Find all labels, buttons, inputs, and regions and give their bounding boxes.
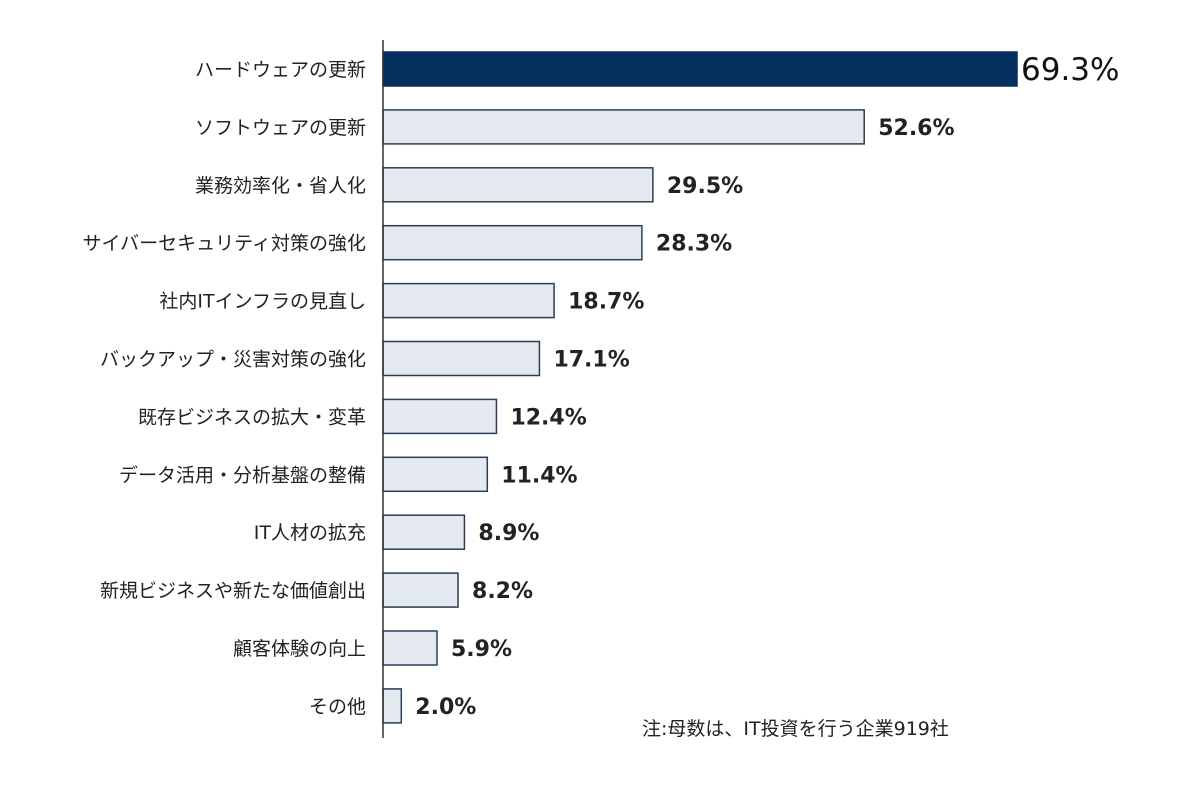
category-label: ハードウェアの更新 xyxy=(195,59,366,81)
value-label: 8.9% xyxy=(478,521,539,546)
bar xyxy=(382,630,438,666)
value-label: 29.5% xyxy=(667,174,743,199)
bar xyxy=(382,572,459,608)
bar xyxy=(382,282,555,319)
value-label: 69.3% xyxy=(1021,52,1119,88)
category-label: 既存ビジネスの拡大・変革 xyxy=(138,406,366,428)
value-label: 28.3% xyxy=(656,232,732,257)
value-label: 11.4% xyxy=(501,463,577,488)
category-label: ソフトウェアの更新 xyxy=(195,117,366,139)
category-label: バックアップ・災害対策の強化 xyxy=(100,349,366,371)
bar xyxy=(382,224,643,261)
bar xyxy=(382,340,541,377)
category-label: 新規ビジネスや新たな価値創出 xyxy=(100,580,366,602)
category-label: データ活用・分析基盤の整備 xyxy=(119,464,366,486)
category-label: サイバーセキュリティ対策の強化 xyxy=(83,233,366,255)
value-label: 12.4% xyxy=(510,405,586,430)
category-label: 社内ITインフラの見直し xyxy=(159,291,366,313)
value-label: 17.1% xyxy=(553,348,629,373)
category-label: IT人材の拡充 xyxy=(254,522,366,544)
value-label: 18.7% xyxy=(568,290,644,315)
value-label: 52.6% xyxy=(878,116,954,141)
bar xyxy=(382,109,865,145)
bar xyxy=(382,688,403,724)
value-label: 2.0% xyxy=(415,695,476,720)
bar xyxy=(382,167,654,203)
bar xyxy=(382,398,498,435)
value-label: 8.2% xyxy=(472,579,533,604)
category-label: 業務効率化・省人化 xyxy=(195,175,366,197)
value-label: 5.9% xyxy=(451,637,512,662)
category-label: その他 xyxy=(309,696,366,718)
bar xyxy=(382,456,489,493)
chart-note: 注:母数は、IT投資を行う企業919社 xyxy=(642,718,949,740)
bar xyxy=(382,51,1018,87)
bar xyxy=(382,514,466,550)
category-label: 顧客体験の向上 xyxy=(233,638,366,660)
